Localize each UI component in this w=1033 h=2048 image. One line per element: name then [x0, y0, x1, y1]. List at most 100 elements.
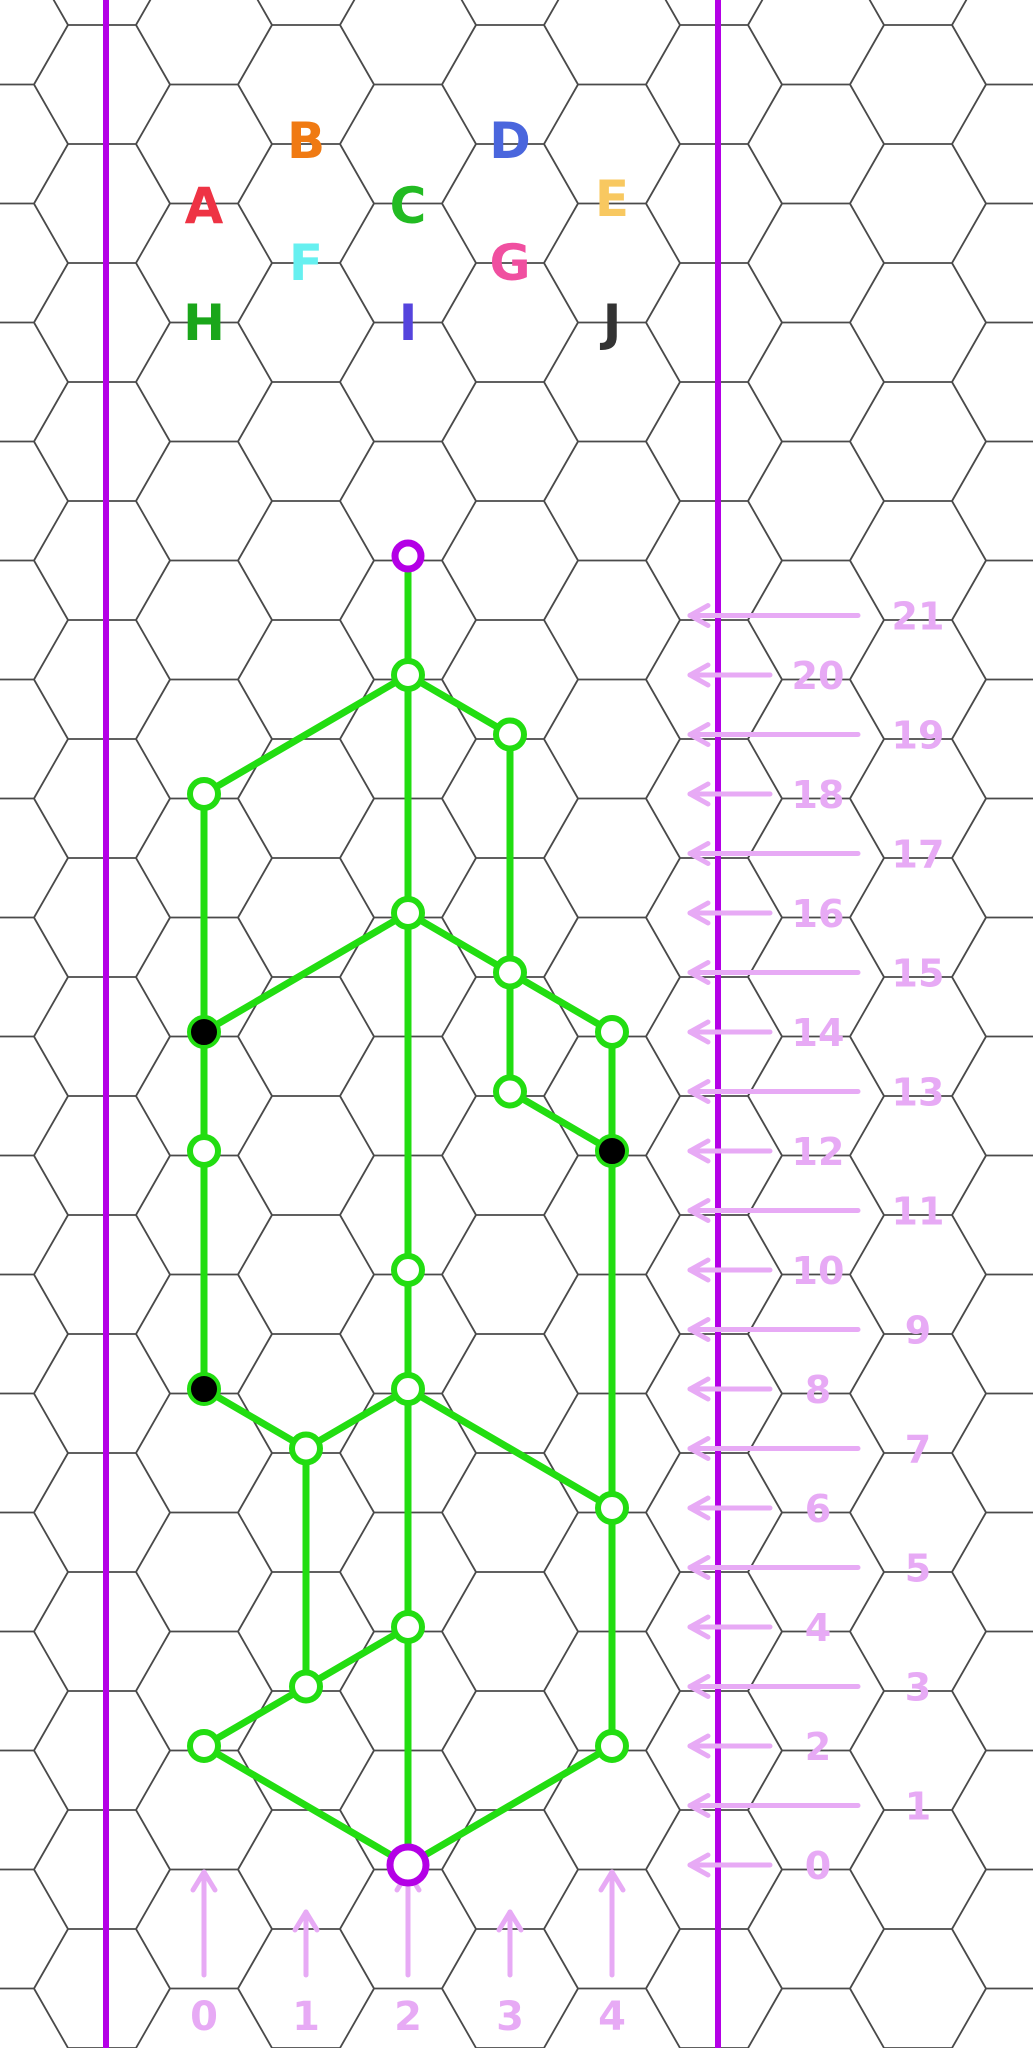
legend-letter-g: G: [489, 234, 530, 292]
open-node: [187, 1729, 221, 1763]
open-node: [391, 658, 425, 692]
row-arrow: 12: [687, 1130, 845, 1174]
legend-letter-i: I: [399, 294, 418, 352]
graph-edge: [200, 909, 412, 1036]
graph-edge: [302, 1623, 412, 1690]
legend-letter-f: F: [289, 234, 323, 292]
legend-letter-h: H: [183, 294, 225, 352]
legend-letter-a: A: [185, 177, 224, 235]
open-node: [493, 717, 527, 752]
column-arrow: 3: [496, 1909, 524, 2040]
row-label: 5: [905, 1547, 931, 1591]
row-arrow: 1: [687, 1785, 931, 1829]
row-label: 19: [892, 714, 945, 758]
row-arrow: 16: [687, 892, 845, 936]
row-arrow: 9: [687, 1309, 931, 1353]
row-arrow: 0: [687, 1844, 831, 1888]
row-arrow: 13: [687, 1071, 945, 1115]
open-node: [187, 1134, 221, 1168]
row-arrow: 6: [687, 1487, 831, 1531]
row-label: 14: [792, 1011, 845, 1055]
row-arrow: 2: [687, 1725, 831, 1769]
row-label: 1: [905, 1785, 931, 1829]
row-arrow: 10: [687, 1249, 845, 1293]
row-label: 8: [805, 1368, 831, 1412]
row-arrow: 19: [687, 714, 945, 758]
row-label: 12: [792, 1130, 845, 1174]
graph-edges: [200, 552, 616, 1869]
open-node: [391, 1372, 425, 1406]
column-label: 1: [292, 1994, 320, 2040]
row-arrow: 3: [687, 1666, 931, 1710]
row-label: 10: [792, 1249, 845, 1293]
open-node: [289, 1669, 323, 1704]
graph-edge: [404, 909, 514, 976]
row-arrow: 5: [687, 1547, 931, 1591]
row-arrow: 15: [687, 952, 945, 996]
row-label: 20: [792, 654, 845, 698]
open-node: [493, 1074, 527, 1109]
board-borders: [103, 0, 721, 2048]
legend-letter-d: D: [489, 112, 531, 170]
row-arrow: 7: [687, 1428, 931, 1472]
row-label: 3: [905, 1666, 931, 1710]
graph-edge: [302, 1385, 412, 1452]
column-arrow: 4: [598, 1869, 626, 2040]
endpoint-node: [391, 539, 425, 573]
piece-legend: A B C D E F G H I J: [183, 112, 629, 352]
open-node: [595, 1015, 629, 1049]
column-label: 0: [190, 1994, 218, 2040]
legend-letter-b: B: [287, 112, 325, 170]
open-node: [391, 1610, 425, 1644]
filled-node: [595, 1134, 629, 1168]
graph-edge: [506, 1088, 616, 1155]
row-arrow: 8: [687, 1368, 831, 1412]
column-arrow: 1: [292, 1909, 320, 2040]
row-arrow: 18: [687, 773, 845, 817]
row-label: 7: [905, 1428, 931, 1472]
row-label: 4: [805, 1606, 831, 1650]
graph-edge: [200, 1683, 310, 1750]
open-node: [391, 1253, 425, 1287]
graph-edge: [404, 1385, 616, 1512]
filled-node: [187, 1015, 221, 1049]
row-label: 11: [892, 1190, 945, 1234]
open-node: [595, 1729, 629, 1763]
open-node: [595, 1491, 629, 1525]
row-arrow: 20: [687, 654, 845, 698]
column-arrow: 0: [190, 1869, 218, 2040]
graph-edge: [404, 1742, 616, 1869]
graph-edge: [200, 671, 412, 798]
legend-letter-c: C: [390, 177, 427, 235]
row-arrow: 11: [687, 1190, 945, 1234]
row-label: 6: [805, 1487, 831, 1531]
graph-edge: [404, 671, 514, 738]
row-label: 16: [792, 892, 845, 936]
row-label: 9: [905, 1309, 931, 1353]
legend-letter-j: J: [600, 294, 622, 352]
graph-edge: [200, 1385, 310, 1452]
graph-edge: [200, 1742, 412, 1869]
open-node: [289, 1431, 323, 1466]
row-label: 21: [892, 595, 945, 639]
row-arrow: 4: [687, 1606, 831, 1650]
legend-letter-e: E: [595, 170, 629, 228]
column-label: 3: [496, 1994, 524, 2040]
column-label: 2: [394, 1994, 422, 2040]
open-node: [493, 955, 527, 990]
column-label: 4: [598, 1994, 626, 2040]
row-label: 15: [892, 952, 945, 996]
graph-edge: [506, 969, 616, 1036]
row-label: 0: [805, 1844, 831, 1888]
row-label: 18: [792, 773, 845, 817]
row-arrow: 21: [687, 595, 945, 639]
row-label: 13: [892, 1071, 945, 1115]
filled-node: [187, 1372, 221, 1406]
row-label: 2: [805, 1725, 831, 1769]
column-arrow: 2: [394, 1869, 422, 2040]
row-arrow: 14: [687, 1011, 845, 1055]
